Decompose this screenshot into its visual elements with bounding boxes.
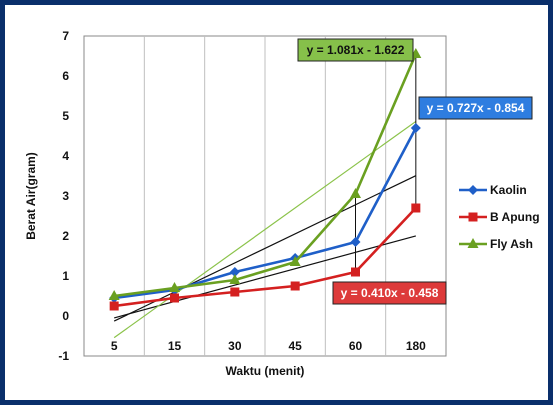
data-point-fly-ash (229, 274, 241, 284)
x-tick-labels: 5 15 30 45 60 180 (111, 339, 426, 353)
y-tick-labels: -1 0 1 2 3 4 5 6 7 (58, 29, 69, 363)
legend-marker-b-apung (468, 212, 478, 222)
data-point-kaolin (229, 267, 240, 277)
y-axis-label: Berat Air(gram) (24, 152, 38, 240)
trendline-kaolin (113, 175, 417, 322)
y-tick-label: 6 (62, 69, 69, 83)
legend-label-fly-ash: Fly Ash (490, 237, 533, 251)
legend: Kaolin B Apung Fly Ash (459, 183, 540, 251)
equation-label-b-apung: y = 0.410x - 0.458 (341, 286, 439, 300)
data-point-b-apung (351, 267, 360, 277)
equation-label-kaolin: y = 0.727x - 0.854 (427, 101, 525, 115)
y-tick-label: -1 (58, 349, 69, 363)
legend-marker-kaolin (468, 185, 478, 195)
x-tick-label: 180 (406, 339, 426, 353)
series-line-fly-ash (113, 53, 418, 298)
data-series (108, 48, 422, 311)
trendline-b-apung (114, 235, 416, 319)
data-point-b-apung (230, 287, 240, 297)
legend-label-kaolin: Kaolin (490, 183, 527, 197)
data-point-b-apung (290, 281, 300, 291)
x-tick-label: 15 (168, 339, 182, 353)
data-point-fly-ash (350, 188, 361, 198)
y-tick-label: 1 (62, 269, 69, 283)
equation-labels: y = 0.727x - 0.854 y = 0.410x - 0.458 y = … (297, 38, 533, 305)
equation-label-fly-ash: y = 1.081x - 1.622 (307, 43, 405, 57)
y-tick-label: 4 (62, 149, 69, 163)
data-point-fly-ash (108, 290, 120, 300)
data-point-kaolin (410, 123, 421, 133)
data-point-b-apung (109, 301, 119, 311)
y-tick-label: 7 (62, 29, 69, 43)
y-tick-label: 3 (62, 189, 69, 203)
trendlines (113, 120, 417, 339)
legend-label-b-apung: B Apung (490, 210, 540, 224)
data-point-b-apung (411, 203, 421, 213)
data-point-kaolin (350, 237, 361, 247)
series-line-b-apung (113, 207, 417, 308)
y-tick-label: 2 (62, 229, 69, 243)
x-axis-label: Waktu (menit) (226, 364, 305, 378)
x-tick-label: 45 (288, 339, 302, 353)
data-point-b-apung (170, 293, 179, 303)
trendline-fly-ash (113, 120, 417, 339)
data-point-fly-ash (289, 256, 301, 266)
legend-marker-fly-ash (467, 238, 479, 248)
equation-box-kaolin (418, 96, 533, 120)
x-tick-label: 60 (349, 339, 363, 353)
data-point-fly-ash (169, 282, 180, 292)
y-tick-label: 0 (62, 309, 69, 323)
equation-box-fly-ash (297, 38, 414, 62)
x-tick-label: 5 (111, 339, 118, 353)
series-line-kaolin (113, 127, 417, 300)
x-tick-label: 30 (228, 339, 242, 353)
equation-box-b-apung (332, 281, 447, 305)
y-tick-label: 5 (62, 109, 69, 123)
